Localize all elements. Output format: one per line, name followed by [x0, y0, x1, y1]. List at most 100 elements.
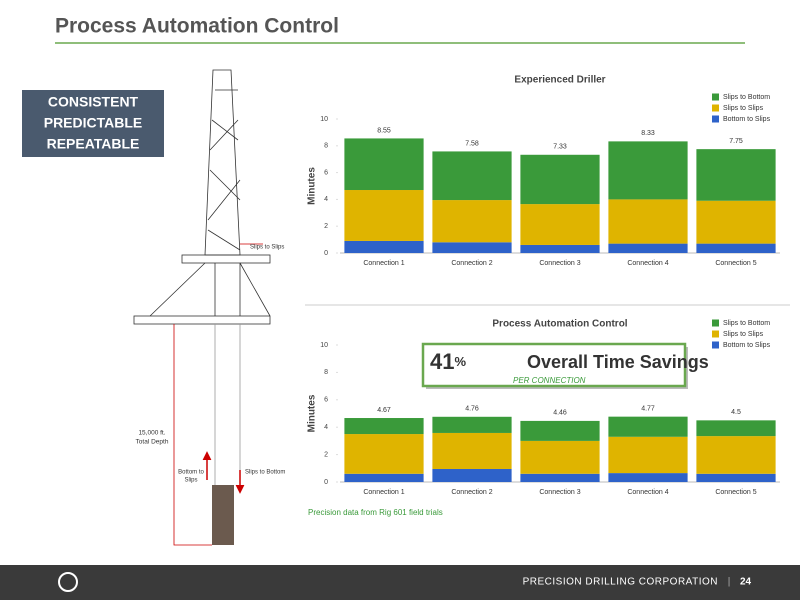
callout-sub: PER CONNECTION	[513, 376, 586, 385]
x-tick-label: Connection 2	[451, 260, 492, 267]
bar-segment	[432, 432, 512, 469]
bar-segment	[432, 151, 512, 201]
x-tick-label: Connection 1	[363, 260, 404, 267]
legend-label: Slips to Bottom	[723, 320, 770, 327]
x-tick-label: Connection 3	[539, 489, 580, 496]
diagram-label: Bottom to	[178, 470, 204, 476]
total-label: 7.58	[465, 140, 479, 147]
callout-text: Overall Time Savings	[527, 352, 709, 372]
y-tick-label: 2	[324, 451, 328, 458]
y-axis-label: Minutes	[307, 394, 318, 432]
bar-segment	[520, 440, 600, 474]
legend-swatch	[712, 115, 719, 123]
legend-label: Slips to Bottom	[723, 94, 770, 101]
bar-segment	[432, 242, 512, 253]
footnote: Precision data from Rig 601 field trials	[308, 508, 443, 517]
bar-segment	[608, 199, 688, 244]
bar-segment	[696, 436, 776, 474]
arrow-heads	[202, 451, 245, 494]
drill-pipe	[212, 485, 234, 545]
chart-title: Process Automation Control	[492, 319, 627, 330]
legend-swatch	[712, 330, 719, 338]
diagram-label: Slips	[184, 478, 197, 484]
badge-line: CONSISTENT	[48, 94, 139, 110]
bar-segment	[520, 244, 600, 253]
legend-swatch	[712, 319, 719, 327]
y-tick-label: 4	[324, 424, 328, 431]
total-label: 7.33	[553, 144, 567, 151]
legend-label: Bottom to Slips	[723, 342, 771, 349]
y-tick-label: 2	[324, 223, 328, 230]
bar-segment	[696, 200, 776, 244]
footer-separator: |	[728, 577, 731, 588]
bar-segment	[696, 420, 776, 437]
callout-number: 41	[430, 349, 454, 374]
bar-segment	[696, 243, 776, 253]
bar-segment	[344, 190, 424, 241]
badge-line: REPEATABLE	[47, 136, 140, 152]
total-label: 4.46	[553, 410, 567, 417]
callout-sign: %	[454, 354, 466, 369]
total-label: 4.77	[641, 405, 655, 412]
bar-segment	[696, 149, 776, 201]
total-label: 4.5	[731, 409, 741, 416]
bar-segment	[344, 473, 424, 482]
slide-title: Process Automation Control	[55, 15, 339, 38]
y-tick-label: 10	[320, 116, 328, 123]
legend-label: Bottom to Slips	[723, 116, 771, 123]
rig-diagram	[133, 69, 271, 546]
x-tick-label: Connection 5	[715, 489, 756, 496]
callout-percent: 41%	[430, 349, 466, 374]
legend-swatch	[712, 104, 719, 112]
bar-segment	[608, 141, 688, 200]
y-tick-label: 4	[324, 196, 328, 203]
total-label: 4.76	[465, 406, 479, 413]
bar-segment	[608, 436, 688, 474]
y-axis-label: Minutes	[307, 167, 318, 205]
x-tick-label: Connection 5	[715, 260, 756, 267]
total-label: 7.75	[729, 138, 743, 145]
legend-label: Slips to Slips	[723, 105, 764, 112]
wellbore	[214, 324, 241, 485]
bar-segment	[520, 473, 600, 482]
y-tick-label: 0	[324, 250, 328, 257]
bar-segment	[432, 200, 512, 243]
total-label: 4.67	[377, 407, 391, 414]
total-label: 8.33	[641, 130, 655, 137]
diagram-label: Slips to Bottom	[245, 470, 285, 476]
bar-segment	[696, 473, 776, 482]
x-tick-label: Connection 1	[363, 489, 404, 496]
rig-floor	[181, 254, 271, 264]
logo	[58, 572, 78, 592]
bar-segment	[520, 420, 600, 441]
x-tick-label: Connection 4	[627, 260, 668, 267]
diagram-label: Total Depth	[136, 439, 169, 446]
bar-segment	[344, 434, 424, 474]
bar-segment	[344, 138, 424, 191]
legend-swatch	[712, 341, 719, 349]
legend-swatch	[712, 93, 719, 101]
substructure	[149, 262, 271, 317]
badge-line: PREDICTABLE	[44, 115, 143, 131]
charts: Experienced Driller Minutes 0 2 4 6 8 10 8.55 Con…	[307, 75, 780, 496]
bar-segment	[432, 416, 512, 433]
diagram-label: Slips to Slips	[250, 245, 284, 251]
x-tick-label: Connection 4	[627, 489, 668, 496]
footer-company: PRECISION DRILLING CORPORATION	[523, 577, 718, 588]
legend-label: Slips to Slips	[723, 331, 764, 338]
bar-segment	[344, 418, 424, 435]
callout	[421, 342, 687, 388]
substructure-deck	[133, 315, 271, 325]
y-tick-label: 0	[324, 479, 328, 486]
x-tick-label: Connection 3	[539, 260, 580, 267]
depth-lines	[173, 243, 263, 546]
y-tick-label: 8	[324, 369, 328, 376]
diagram-label: 15,000 ft.	[138, 430, 165, 437]
footer-page: 24	[740, 577, 752, 588]
y-tick-label: 8	[324, 143, 328, 150]
y-tick-label: 6	[324, 397, 328, 404]
y-tick-label: 6	[324, 169, 328, 176]
x-tick-label: Connection 2	[451, 489, 492, 496]
bar-segment	[432, 468, 512, 482]
